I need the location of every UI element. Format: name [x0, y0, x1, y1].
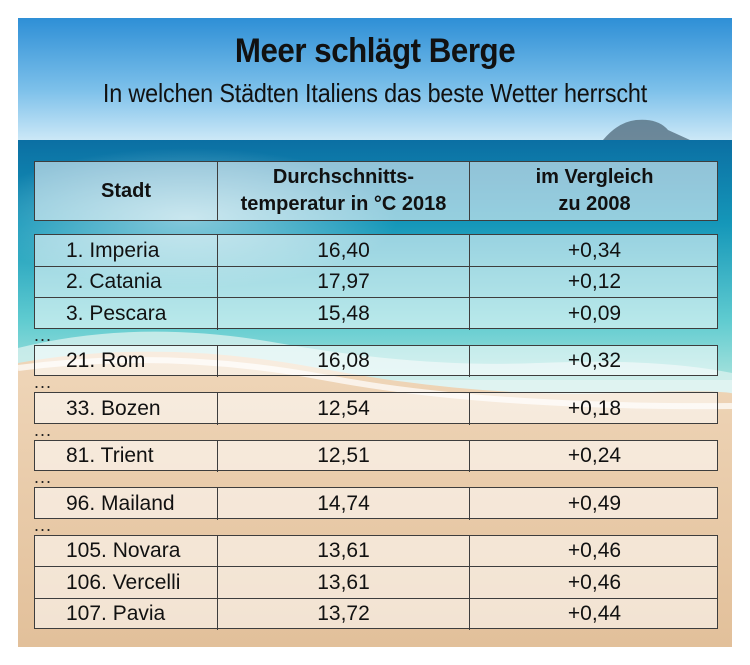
city-cell: 107. Pavia: [66, 602, 166, 626]
temperature-cell: 12,54: [217, 393, 469, 425]
header-temperature: Durchschnitts-temperatur in °C 2018: [217, 162, 469, 220]
header-comparison: im Vergleich zu 2008: [469, 162, 719, 220]
infographic: Meer schlägt Berge In welchen Städten It…: [18, 18, 732, 647]
table-row: 106. Vercelli 13,61 +0,46: [35, 566, 719, 599]
omitted-rows-marker: ...: [34, 467, 53, 487]
table-row: 107. Pavia 13,72 +0,44: [35, 597, 719, 630]
temperature-cell: 13,61: [217, 567, 469, 599]
table-row: 33. Bozen 12,54 +0,18: [35, 393, 717, 425]
table-row: 3. Pescara 15,48 +0,09: [35, 297, 719, 330]
city-cell: 105. Novara: [66, 539, 181, 563]
city-cell: 33. Bozen: [66, 396, 161, 420]
temperature-cell: 16,08: [217, 345, 469, 377]
comparison-cell: +0,12: [469, 266, 719, 298]
table-row: 21. Rom 16,08 +0,32: [35, 345, 719, 377]
city-cell: 3. Pescara: [66, 301, 167, 325]
comparison-cell: +0,24: [469, 440, 719, 472]
city-cell: 1. Imperia: [66, 238, 160, 262]
temperature-cell: 15,48: [217, 298, 469, 330]
header-city: Stadt: [101, 179, 151, 202]
page-subtitle: In welchen Städten Italiens das beste We…: [102, 78, 648, 108]
comparison-cell: +0,49: [469, 488, 719, 520]
city-cell: 96. Mailand: [66, 491, 175, 515]
row-group: 33. Bozen 12,54 +0,18: [34, 392, 718, 425]
city-cell: 21. Rom: [66, 349, 146, 373]
comparison-cell: +0,32: [469, 345, 719, 377]
omitted-rows-marker: ...: [34, 372, 53, 392]
table-row: 81. Trient 12,51 +0,24: [35, 440, 719, 472]
table-row: 2. Catania 17,97 +0,12: [35, 265, 719, 298]
table-row: 96. Mailand 14,74 +0,49: [35, 488, 717, 520]
temperature-cell: 16,40: [217, 235, 469, 267]
temperature-cell: 17,97: [217, 266, 469, 298]
table-header: Stadt Durchschnitts-temperatur in °C 201…: [34, 161, 718, 221]
row-group: 1. Imperia 16,40 +0,34 2. Catania 17,97 +0,12…: [34, 234, 719, 330]
page-title: Meer schlägt Berge: [234, 32, 516, 70]
city-cell: 106. Vercelli: [66, 570, 181, 594]
temperature-cell: 12,51: [217, 440, 469, 472]
temperature-cell: 13,61: [217, 535, 469, 567]
row-group: 81. Trient 12,51 +0,24: [34, 439, 719, 472]
omitted-rows-marker: ...: [34, 324, 53, 345]
row-group: 21. Rom 16,08 +0,32: [34, 344, 719, 377]
row-divider: [35, 265, 717, 267]
table-row: 1. Imperia 16,40 +0,34: [35, 235, 717, 267]
row-group: 96. Mailand 14,74 +0,49: [34, 487, 718, 520]
comparison-cell: +0,46: [469, 535, 719, 567]
temperature-cell: 14,74: [217, 488, 469, 520]
comparison-cell: +0,34: [469, 235, 719, 267]
table-row: 105. Novara 13,61 +0,46: [35, 535, 719, 567]
row-group: 105. Novara 13,61 +0,46 106. Vercelli 13,61 +…: [34, 534, 719, 630]
temperature-cell: 13,72: [217, 598, 469, 630]
row-divider: [35, 566, 717, 567]
omitted-rows-marker: ...: [34, 419, 53, 440]
omitted-rows-marker: ...: [34, 514, 53, 535]
comparison-cell: +0,46: [469, 567, 719, 599]
comparison-cell: +0,44: [469, 598, 719, 630]
row-divider: [35, 597, 717, 599]
comparison-cell: +0,18: [469, 393, 719, 425]
comparison-cell: +0,09: [469, 298, 719, 330]
row-divider: [35, 297, 717, 298]
city-cell: 2. Catania: [66, 270, 162, 294]
city-cell: 81. Trient: [66, 444, 154, 468]
